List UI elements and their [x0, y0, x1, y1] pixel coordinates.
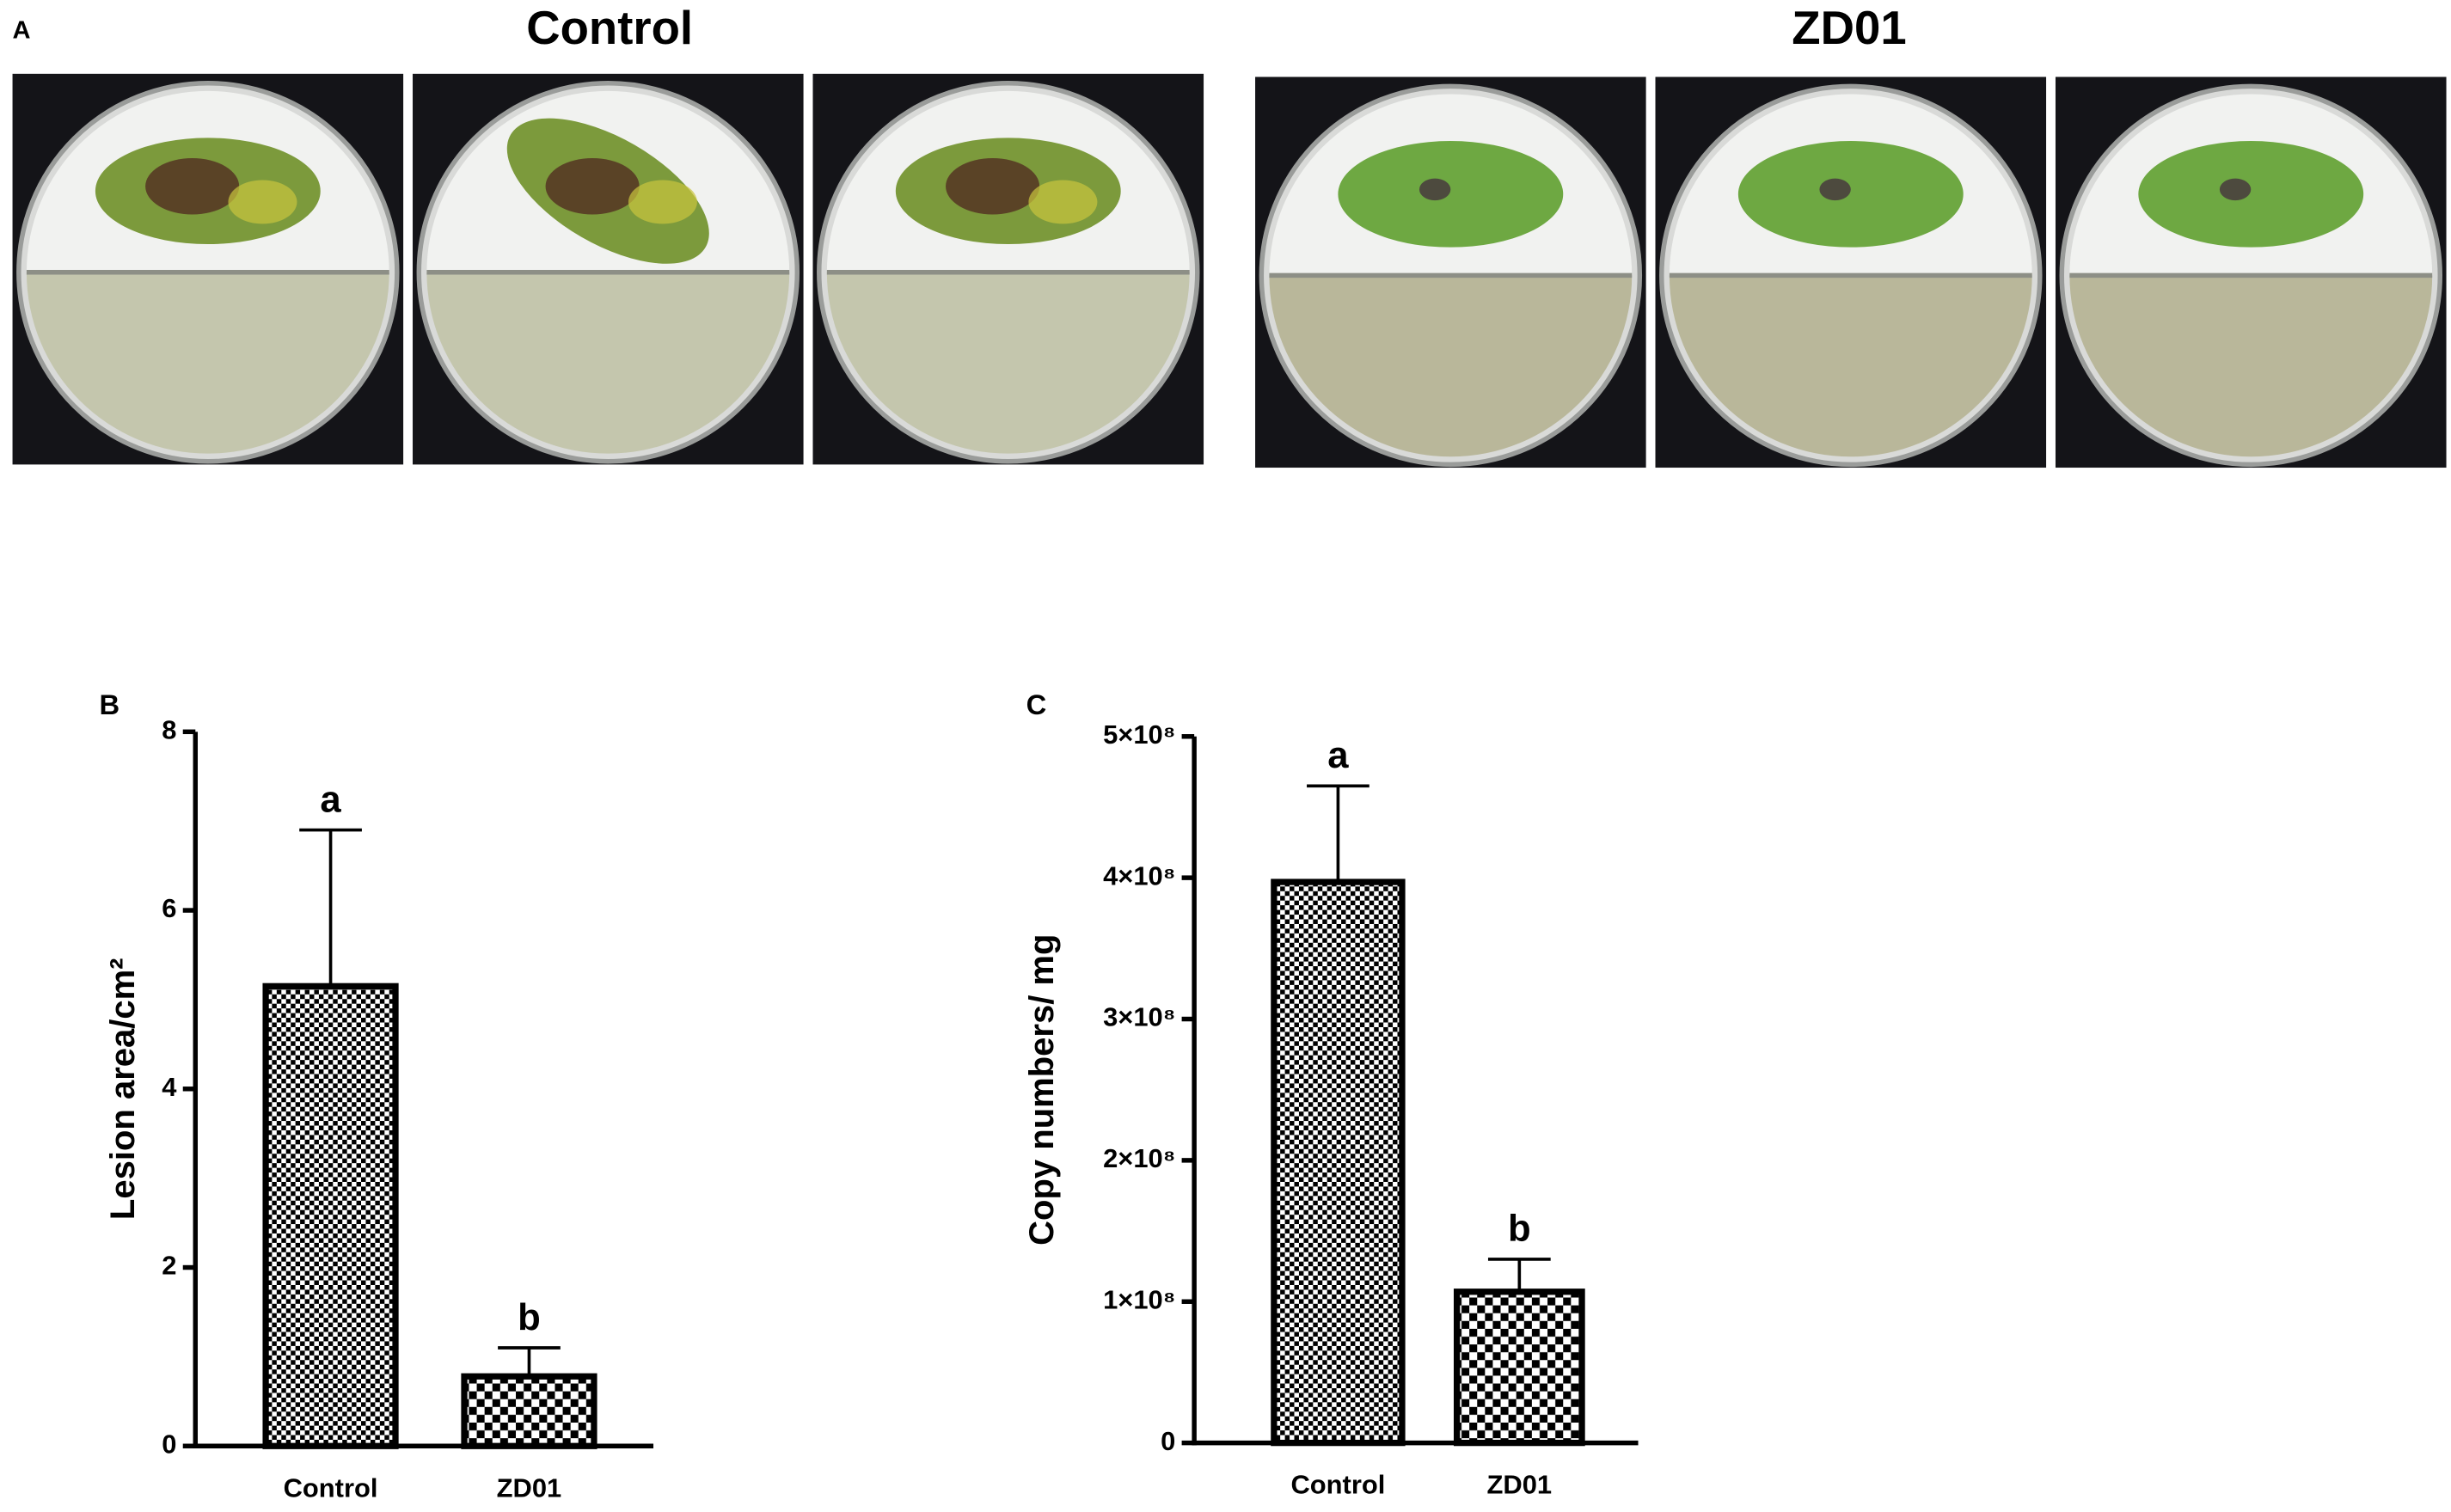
leaf: [1737, 141, 1964, 248]
error-bar: [1307, 784, 1369, 883]
lesion: [946, 158, 1040, 215]
x-tick-label: ZD01: [497, 1472, 562, 1503]
y-tick-label: 8: [162, 714, 176, 744]
y-tick-label: 4: [162, 1072, 177, 1102]
yellowing: [628, 180, 697, 224]
x-tick-label: Control: [284, 1472, 378, 1503]
bar: [1271, 878, 1406, 1447]
significance-letter: a: [320, 779, 341, 820]
y-tick-label: 5×10⁸: [1103, 719, 1175, 750]
agar: [26, 272, 389, 454]
significance-letter: b: [1508, 1209, 1531, 1250]
y-tick-label: 0: [162, 1429, 176, 1459]
agar: [426, 272, 790, 454]
x-tick-label: ZD01: [1487, 1470, 1553, 1500]
y-tick-label: 0: [1161, 1426, 1175, 1456]
agar: [1669, 275, 2032, 457]
y-tick-label: 3×10⁸: [1103, 1002, 1175, 1032]
panel-label: A: [13, 16, 31, 44]
y-tick-label: 4×10⁸: [1103, 860, 1175, 891]
y-axis-label: Lesion area/cm²: [104, 958, 142, 1220]
x-tick-label: Control: [1290, 1470, 1385, 1500]
agar: [1269, 275, 1633, 457]
dish: [16, 81, 400, 464]
lesion: [1419, 178, 1451, 201]
dish: [416, 81, 800, 464]
lesion: [1819, 178, 1851, 201]
leaf: [1338, 141, 1564, 248]
y-tick-label: 2: [162, 1251, 176, 1281]
y-tick-label: 2×10⁸: [1103, 1143, 1175, 1173]
error-bar: [299, 828, 362, 987]
bar: [461, 1373, 597, 1449]
y-tick-label: 1×10⁸: [1103, 1284, 1175, 1314]
lesion: [545, 158, 640, 215]
dish: [1659, 83, 2043, 468]
agar: [2069, 275, 2433, 457]
bar: [262, 982, 399, 1449]
y-axis-label: Copy numbers/ mg: [1023, 934, 1061, 1246]
yellowing: [228, 180, 297, 224]
significance-letter: a: [1327, 735, 1349, 776]
significance-letter: b: [518, 1297, 541, 1338]
group-title: ZD01: [1792, 2, 1906, 54]
y-tick-label: 6: [162, 893, 176, 923]
photos: [12, 73, 2447, 468]
leaf: [2138, 141, 2364, 248]
panel-label: B: [99, 689, 119, 720]
error-bar: [498, 1346, 561, 1377]
lesion: [2219, 178, 2252, 201]
dish: [1259, 83, 1643, 468]
agar: [826, 272, 1190, 454]
error-bar: [1487, 1258, 1551, 1292]
yellowing: [1028, 180, 1098, 224]
lesion: [145, 158, 240, 215]
group-title: Control: [526, 2, 693, 54]
dish: [817, 81, 1200, 464]
dish: [2059, 83, 2442, 468]
bar: [1453, 1289, 1585, 1447]
panel-label: C: [1026, 689, 1047, 720]
